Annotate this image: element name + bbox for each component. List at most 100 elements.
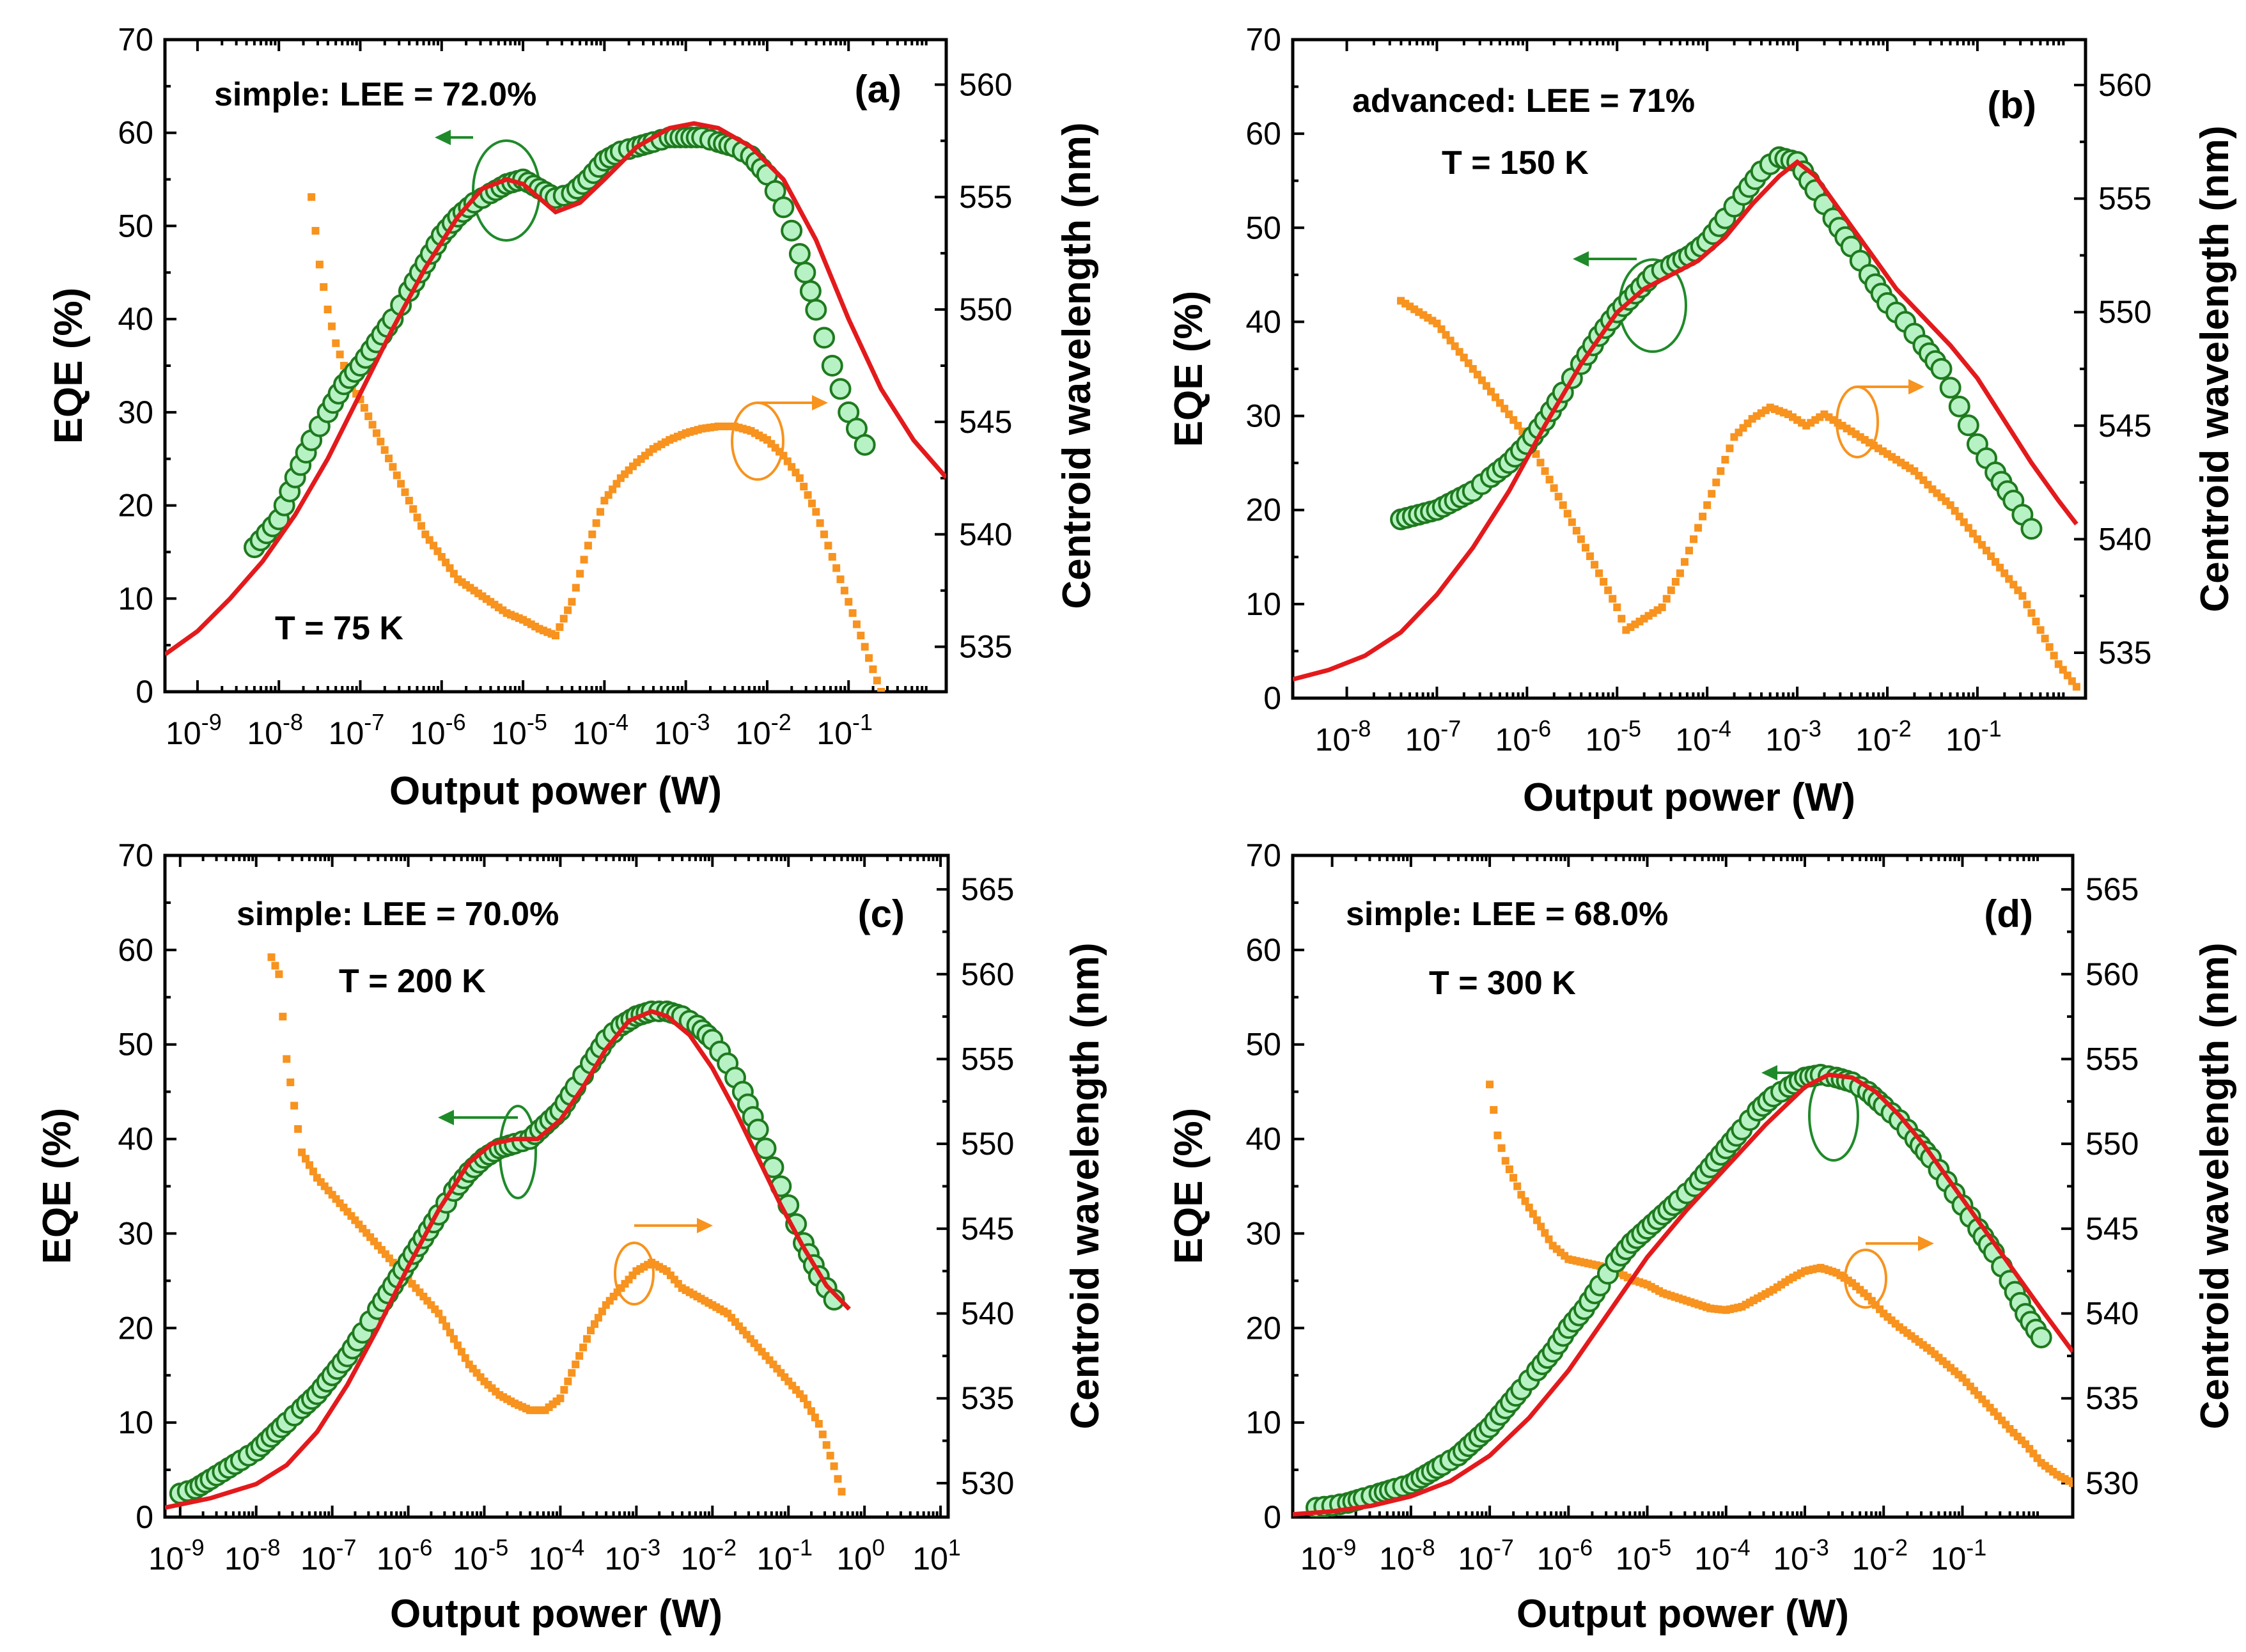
y-tick-label-right: 535 [2098, 635, 2151, 671]
eqe-point [788, 243, 811, 265]
wavelength-point [1545, 1235, 1553, 1243]
wavelength-point [564, 606, 572, 614]
x-tick-label: 10-5 [1616, 1534, 1672, 1577]
temperature-label: T = 150 K [1442, 144, 1589, 182]
plot-frame [1291, 38, 2087, 700]
eqe-fit-line [1293, 1072, 2073, 1517]
eqe-point [829, 378, 852, 400]
y-axis-title-left: EQE (%) [1167, 1108, 1211, 1265]
wavelength-point [1517, 1190, 1525, 1199]
wavelength-point [865, 654, 873, 662]
wavelength-point [308, 193, 316, 201]
x-tick-label: 10-6 [1495, 715, 1552, 758]
eqe-point [805, 299, 827, 321]
wavelength-point [818, 1430, 827, 1438]
wavelength-point [368, 421, 377, 429]
wavelength-point [2027, 609, 2036, 617]
y-tick-label-right: 565 [2086, 871, 2139, 907]
y-tick-label-left: 20 [118, 1310, 153, 1346]
y-tick-label-left: 20 [1245, 492, 1281, 528]
wavelength-point [309, 1167, 317, 1176]
eqe-point [2030, 1327, 2052, 1349]
panel-label: (a) [855, 68, 901, 111]
eqe-point [1948, 395, 1970, 417]
x-tick-label: 10-3 [1765, 715, 1821, 758]
wl-arrow-marker [731, 395, 828, 481]
x-tick-label: 10-4 [1675, 715, 1731, 758]
annotation: simple: LEE = 68.0% [1346, 896, 1668, 933]
y-tick-label-left: 70 [118, 838, 153, 873]
y-tick-label-right: 540 [2098, 521, 2151, 557]
eqe-point [747, 1118, 769, 1141]
wavelength-point [2041, 634, 2049, 643]
wavelength-point [592, 519, 600, 527]
wavelength-point [597, 508, 605, 516]
x-tick-label: 10-8 [224, 1534, 281, 1577]
wavelength-point [1690, 535, 1698, 543]
wavelength-point [1513, 1182, 1522, 1190]
wavelength-point [1493, 1131, 1502, 1139]
y-tick-label-left: 20 [1245, 1310, 1281, 1346]
wavelength-point [568, 1369, 576, 1377]
x-tick-label: 10-7 [300, 1534, 357, 1577]
wl-marker-head [697, 1218, 713, 1233]
eqe-fit-line [165, 1009, 851, 1510]
x-tick-label: 100 [836, 1534, 885, 1577]
wavelength-point [393, 471, 401, 479]
wavelength-point [389, 463, 397, 471]
wavelength-point [1667, 586, 1675, 595]
annotation: simple: LEE = 72.0% [214, 76, 536, 113]
y-tick-label-right: 550 [2098, 294, 2151, 330]
wavelength-point [1563, 510, 1571, 518]
plot-area [1293, 146, 2080, 691]
panel-c: (c) simple: LEE = 70.0% T = 200 K Output… [35, 838, 1107, 1636]
y-tick-label-right: 555 [961, 1041, 1014, 1077]
y-axis-title-left: EQE (%) [47, 288, 91, 444]
wavelength-point [439, 1316, 447, 1324]
panel-a: (a) simple: LEE = 72.0% T = 75 K Output … [47, 22, 1099, 813]
y-tick-label-right: 560 [2086, 956, 2139, 992]
x-tick-label: 10-8 [1315, 715, 1371, 758]
wavelength-point [1536, 458, 1545, 467]
y-tick-label-left: 30 [1245, 1215, 1281, 1251]
y-tick-label-right: 550 [961, 1126, 1014, 1162]
wavelength-point [417, 522, 425, 530]
wl-marker-head [1908, 379, 1924, 394]
wavelength-point [275, 970, 283, 978]
y-tick-label-right: 545 [961, 1211, 1014, 1247]
wavelength-point [1541, 467, 1549, 475]
y-axis-title-right: Centroid wavelength (nm) [1063, 942, 1107, 1429]
wavelength-point [1604, 586, 1612, 595]
x-tick-label: 10-9 [148, 1534, 205, 1577]
wavelength-point [800, 483, 808, 491]
wavelength-point [305, 1161, 313, 1169]
x-tick-label: 10-8 [247, 709, 303, 751]
wavelength-point [1595, 569, 1603, 577]
y-tick-label-left: 40 [118, 301, 153, 337]
x-tick-label: 10-6 [1536, 1534, 1593, 1577]
wavelength-point [826, 1451, 834, 1460]
wavelength-point [812, 508, 820, 516]
wavelength-point [324, 1187, 332, 1195]
wavelength-point [442, 1322, 451, 1330]
y-tick-label-left: 40 [1245, 1121, 1281, 1157]
wavelength-point [584, 542, 592, 550]
y-tick-label-left: 70 [1245, 838, 1281, 873]
panel-label: (d) [1984, 892, 2033, 935]
y-tick-label-left: 0 [136, 1499, 153, 1535]
x-tick-label: 10-2 [1855, 715, 1912, 758]
panel-b: (b) advanced: LEE = 71% T = 150 K Output… [1167, 22, 2237, 820]
wavelength-point [286, 1078, 295, 1086]
wavelength-point [824, 542, 832, 550]
wavelength-point [590, 1320, 598, 1329]
eqe-marker-head [438, 1110, 454, 1125]
x-tick-label: 10-4 [1694, 1534, 1751, 1577]
x-tick-label: 10-7 [1458, 1534, 1514, 1577]
eqe-point [854, 433, 876, 456]
y-tick-label-left: 70 [1245, 22, 1281, 58]
wavelength-point [564, 1377, 572, 1385]
wavelength-point [336, 350, 344, 359]
eqe-point [794, 261, 816, 284]
y-tick-label-left: 50 [1245, 1027, 1281, 1063]
